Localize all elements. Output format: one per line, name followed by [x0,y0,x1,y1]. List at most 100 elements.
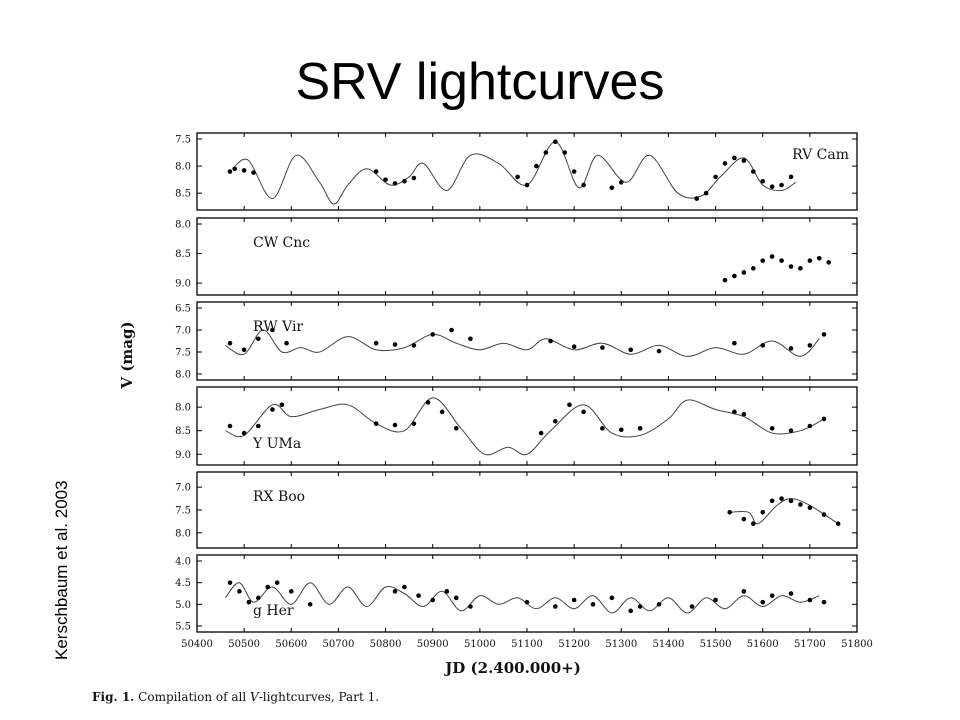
observation-point [265,584,271,590]
observation-point [430,332,436,337]
observation-point [821,512,827,517]
y-tick-label: 8.5 [175,249,191,260]
observation-point [760,258,766,263]
x-tick-label: 51800 [841,639,873,650]
panel-frame [196,217,858,296]
observation-point [779,496,784,501]
observation-point [552,418,558,424]
x-tick-label: 51100 [511,639,543,650]
panel-g-her: 4.0 4.5 5.0 5.5 g Her [175,554,858,633]
y-tick-label: 5.0 [175,600,191,611]
observation-point [656,602,662,607]
y-tick-label: 7.0 [175,483,191,494]
observation-point [581,182,586,188]
panel-rw-vir: 6.5 7.0 7.5 8.0 RW Vir [175,301,858,381]
observation-point [779,258,784,263]
observation-point [618,427,624,433]
observation-point [255,336,261,342]
caption-text-before: Compilation of all [134,690,251,704]
observation-point [453,595,459,601]
y-tick-label: 8.0 [175,403,191,414]
figure-caption: Fig. 1. Compilation of all V-lightcurves… [92,690,379,704]
y-tick-label: 4.0 [175,557,191,568]
observation-point [769,254,775,259]
observation-point [383,177,388,182]
y-tick-label: 8.0 [175,370,191,381]
observation-point [618,180,624,185]
observation-point [373,421,379,426]
model-curve [225,397,825,456]
observation-point [732,155,737,161]
observation-point [788,174,794,180]
panel-cw-cnc: 8.0 8.5 9.0 CW Cnc [175,217,858,296]
observation-point [788,346,794,351]
observation-point [727,509,733,515]
observation-point [600,345,605,350]
observation-point [373,340,379,346]
observation-point [713,597,718,603]
observation-point [241,430,247,436]
observation-point [779,182,784,188]
observation-point [392,181,398,186]
observation-point [835,521,841,527]
observation-point [227,580,233,585]
observation-point [411,421,417,426]
observation-point [449,327,454,333]
observation-point [430,597,436,603]
model-curve [224,582,820,614]
x-tick-label: 51400 [653,639,685,650]
x-tick-label: 51000 [464,639,496,650]
y-tick-label: 8.5 [175,189,191,200]
observation-point [270,327,275,333]
observation-point [788,498,794,504]
observation-point [788,428,794,434]
x-axis-title: JD (2.400.000+) [443,659,581,677]
observation-point [769,593,775,598]
x-tick-label: 51700 [794,639,826,650]
observation-point [694,196,700,201]
observation-point [255,423,261,429]
observation-point [609,595,615,601]
panel-frame [196,471,858,549]
observation-point [241,168,247,173]
observation-point [453,426,459,431]
observation-point [788,591,794,596]
observation-point [628,347,634,353]
credit-text: Kerschbaum et al. 2003 [52,480,71,660]
observation-point [732,409,737,415]
star-label: RW Vir [253,319,303,335]
star-label: CW Cnc [253,235,310,251]
observation-point [402,584,407,590]
observation-point [807,423,813,429]
star-label: RV Cam [792,147,849,163]
x-tick-label: 50800 [370,639,402,650]
panel-rv-cam: 7.5 8.0 8.5 RV Cam [175,132,858,211]
observation-point [732,340,737,346]
observation-point [750,266,756,271]
observation-point [581,409,586,415]
y-axis-title: V (mag) [118,321,136,389]
observation-point [760,178,766,184]
observation-point [439,409,445,415]
observation-point [741,411,747,417]
y-tick-label: 8.0 [175,528,191,539]
observation-point [232,166,238,172]
observation-point [416,593,421,598]
observation-point [392,589,398,594]
y-tick-label: 8.0 [175,162,191,173]
observation-point [637,426,643,431]
observation-point [571,597,577,603]
caption-text-after: -lightcurves, Part 1. [258,690,380,704]
observation-point [816,255,822,261]
y-tick-label: 7.5 [175,506,191,517]
observation-point [689,604,695,609]
observation-point [798,502,803,507]
observation-point [255,595,261,601]
observation-point [722,161,728,166]
observation-point [425,400,431,405]
star-label: g Her [253,603,294,619]
x-tick-label: 51300 [605,639,637,650]
observation-point [392,422,398,428]
x-tick-label: 50600 [275,639,307,650]
observation-point [807,258,813,263]
